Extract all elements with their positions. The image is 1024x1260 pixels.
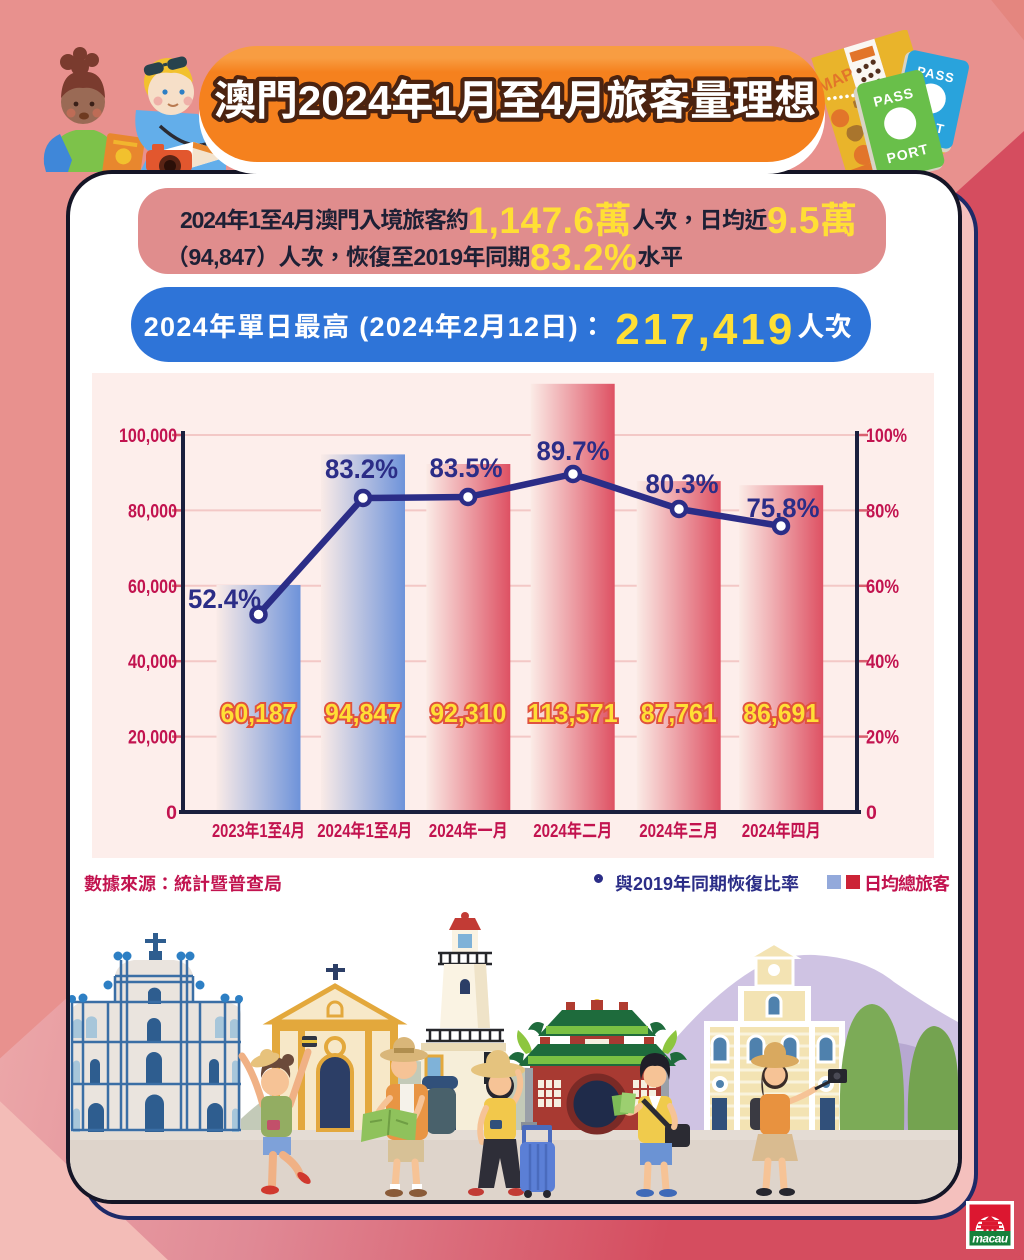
svg-text:83.2%: 83.2%: [325, 447, 398, 486]
svg-text:2024年二月: 2024年二月: [533, 817, 612, 843]
svg-text:20,000: 20,000: [128, 721, 177, 750]
svg-text:86,691: 86,691: [743, 693, 819, 730]
svg-text:2024年1至4月: 2024年1至4月: [317, 817, 412, 843]
svg-text:92,310: 92,310: [430, 693, 506, 730]
svg-text:94,847: 94,847: [325, 693, 401, 730]
svg-text:0: 0: [166, 796, 177, 825]
svg-text:澳門2024年1月至4月旅客量理想: 澳門2024年1月至4月旅客量理想: [214, 67, 816, 128]
svg-text:87,761: 87,761: [641, 693, 717, 730]
svg-text:40%: 40%: [866, 645, 899, 674]
svg-text:80%: 80%: [866, 494, 899, 523]
svg-text:60,000: 60,000: [128, 570, 177, 599]
svg-text:60,187: 60,187: [221, 693, 297, 730]
svg-text:2024年三月: 2024年三月: [639, 817, 718, 843]
svg-text:80,000: 80,000: [128, 494, 177, 523]
svg-text:40,000: 40,000: [128, 645, 177, 674]
svg-text:80.3%: 80.3%: [646, 462, 719, 501]
svg-text:macau: macau: [972, 1232, 1009, 1246]
svg-text:20%: 20%: [866, 721, 899, 750]
svg-text:113,571: 113,571: [528, 693, 618, 730]
svg-text:83.5%: 83.5%: [430, 446, 503, 485]
svg-text:100,000: 100,000: [119, 419, 177, 448]
svg-text:2024年四月: 2024年四月: [742, 817, 821, 843]
svg-text:100%: 100%: [866, 419, 907, 448]
svg-text:89.7%: 89.7%: [537, 429, 610, 468]
svg-text:0: 0: [866, 796, 877, 825]
svg-text:2023年1至4月: 2023年1至4月: [212, 817, 305, 843]
svg-text:52.4%: 52.4%: [188, 577, 261, 616]
svg-text:60%: 60%: [866, 570, 899, 599]
svg-text:2024年一月: 2024年一月: [429, 817, 508, 843]
